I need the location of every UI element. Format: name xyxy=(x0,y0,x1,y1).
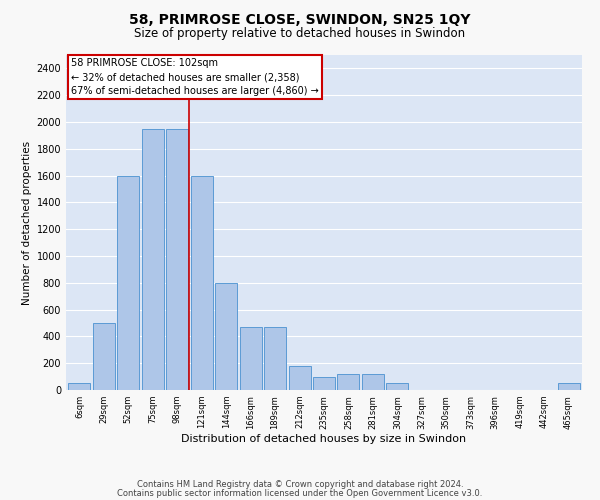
Bar xyxy=(118,176,139,390)
Bar xyxy=(239,327,262,390)
Text: 58, PRIMROSE CLOSE, SWINDON, SN25 1QY: 58, PRIMROSE CLOSE, SWINDON, SN25 1QY xyxy=(129,12,471,26)
Bar xyxy=(289,366,311,390)
Bar xyxy=(142,128,164,390)
Text: Contains HM Land Registry data © Crown copyright and database right 2024.: Contains HM Land Registry data © Crown c… xyxy=(137,480,463,489)
Bar xyxy=(557,384,580,390)
Bar xyxy=(166,128,188,390)
Text: 58 PRIMROSE CLOSE: 102sqm
← 32% of detached houses are smaller (2,358)
67% of se: 58 PRIMROSE CLOSE: 102sqm ← 32% of detac… xyxy=(71,58,319,96)
Bar xyxy=(264,327,286,390)
X-axis label: Distribution of detached houses by size in Swindon: Distribution of detached houses by size … xyxy=(181,434,467,444)
Bar xyxy=(68,384,91,390)
Bar xyxy=(337,374,359,390)
Bar xyxy=(386,384,409,390)
Y-axis label: Number of detached properties: Number of detached properties xyxy=(22,140,32,304)
Text: Size of property relative to detached houses in Swindon: Size of property relative to detached ho… xyxy=(134,28,466,40)
Bar xyxy=(215,283,237,390)
Text: Contains public sector information licensed under the Open Government Licence v3: Contains public sector information licen… xyxy=(118,488,482,498)
Bar xyxy=(191,176,213,390)
Bar xyxy=(93,323,115,390)
Bar xyxy=(313,376,335,390)
Bar xyxy=(362,374,384,390)
